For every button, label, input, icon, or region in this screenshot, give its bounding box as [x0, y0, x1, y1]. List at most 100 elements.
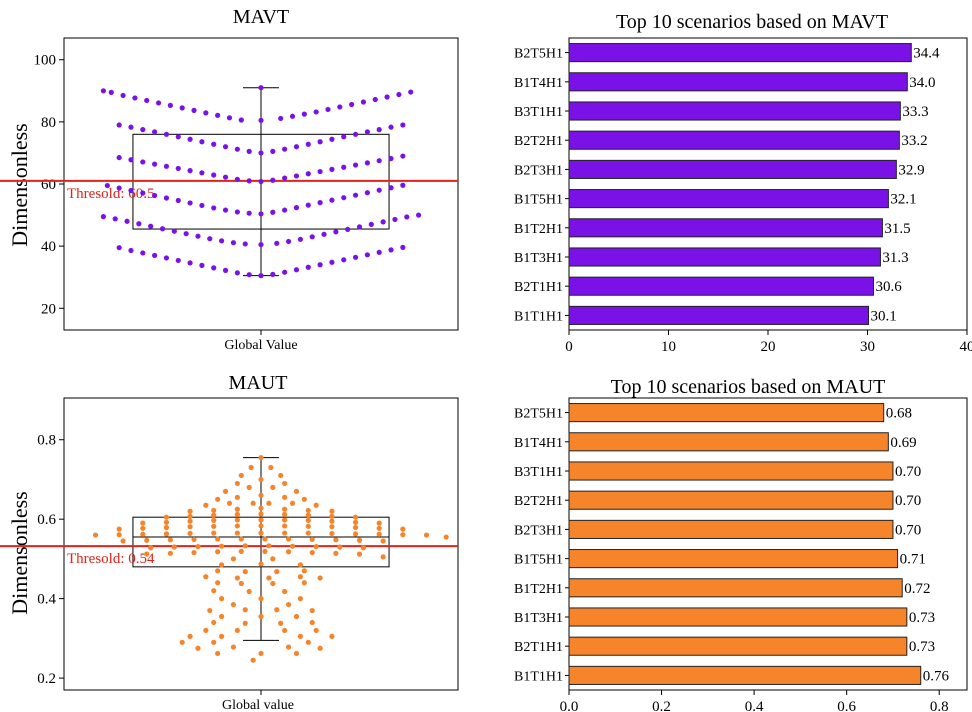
- maut-box-ytick-label: 0.8: [37, 433, 56, 449]
- mavt-box-data-point: [163, 131, 170, 137]
- maut-box-data-point: [329, 530, 335, 537]
- maut-box-data-point: [443, 534, 449, 540]
- maut-box-data-point: [258, 650, 264, 657]
- mavt-box-data-point: [270, 148, 276, 154]
- mavt-box-ytick-label: 60: [41, 177, 56, 193]
- mavt-box-data-point: [368, 221, 374, 227]
- mavt-box-data-point: [230, 240, 237, 246]
- maut-box-data-point: [297, 633, 303, 639]
- maut-box-data-point: [270, 484, 276, 490]
- mavt-bar-category-label: B1T3H1: [514, 251, 563, 266]
- mavt-box-data-point: [179, 105, 185, 111]
- maut-box-ytick-label: 0.4: [37, 592, 56, 608]
- maut-box-data-point: [234, 575, 240, 581]
- maut-bar-value-label: 0.72: [904, 581, 930, 597]
- mavt-box-data-point: [211, 265, 217, 271]
- maut-box-data-point: [333, 550, 339, 556]
- mavt-box-data-point: [309, 234, 315, 240]
- mavt-bar-bar: [568, 159, 897, 179]
- maut-box-data-point: [317, 575, 323, 581]
- maut-box-data-point: [163, 524, 170, 531]
- maut-box-data-point: [313, 543, 319, 550]
- mavt-box-data-point: [278, 115, 284, 122]
- maut-box-data-point: [262, 548, 268, 554]
- mavt-bar-category-label: B1T5H1: [514, 193, 563, 208]
- mavt-boxplot-title: MAVT: [233, 6, 289, 28]
- mavt-box-data-point: [222, 174, 229, 180]
- mavt-box-data-point: [140, 250, 146, 256]
- maut-box-data-point: [309, 607, 315, 614]
- mavt-box-data-point: [152, 129, 158, 135]
- maut-boxplot-xlabel: Global value: [222, 698, 294, 712]
- maut-box-data-point: [309, 536, 315, 543]
- maut-box-data-point: [262, 536, 268, 542]
- maut-box-data-point: [293, 488, 300, 494]
- maut-box-data-point: [258, 530, 264, 536]
- maut-box-data-point: [285, 549, 292, 555]
- mavt-box-data-point: [297, 236, 303, 242]
- mavt-bar-value-label: 34.4: [913, 46, 940, 62]
- maut-box-data-point: [238, 548, 244, 554]
- maut-box-data-point: [289, 543, 296, 549]
- maut-box-data-point: [242, 569, 248, 575]
- maut-bar-value-label: 0.69: [890, 435, 916, 451]
- mavt-box-data-point: [203, 110, 209, 116]
- maut-bar-xtick-label: 0.6: [837, 699, 856, 712]
- mavt-box-data-point: [215, 112, 221, 118]
- maut-box-data-point: [203, 627, 209, 634]
- mavt-box-data-point: [270, 271, 276, 277]
- maut-box-data-point: [230, 601, 237, 608]
- maut-box-data-point: [179, 639, 185, 645]
- mavt-box-data-point: [293, 144, 300, 150]
- mavt-box-data-point: [155, 100, 162, 106]
- maut-box-data-point: [313, 627, 319, 634]
- maut-box-data-point: [195, 543, 201, 550]
- mavt-box-data-point: [282, 175, 288, 181]
- mavt-box-data-point: [246, 272, 252, 278]
- mavt-box-data-point: [152, 192, 158, 199]
- maut-bar-value-label: 0.73: [909, 639, 935, 655]
- mavt-box-data-point: [234, 146, 240, 152]
- mavt-box-data-point: [400, 122, 406, 128]
- maut-box-data-point: [234, 523, 240, 529]
- maut-box-data-point: [258, 561, 264, 567]
- maut-box-data-point: [238, 472, 244, 479]
- mavt-box-data-point: [345, 226, 351, 232]
- mavt-box-data-point: [317, 200, 323, 206]
- maut-box-data-point: [285, 601, 292, 608]
- mavt-box-data-point: [258, 211, 264, 217]
- maut-box-data-point: [376, 525, 382, 531]
- mavt-box-data-point: [116, 122, 122, 128]
- maut-boxplot-panel: MAUT Dimensonless Global value 0.2 0.4 0.6…: [0, 372, 459, 712]
- maut-box-data-point: [187, 508, 193, 514]
- maut-bar-category-label: B2T3H1: [514, 523, 563, 538]
- maut-bar-category-label: B1T5H1: [514, 553, 563, 568]
- mavt-box-data-point: [305, 264, 311, 270]
- mavt-box-data-point: [187, 136, 193, 142]
- maut-box-data-point: [309, 549, 315, 556]
- maut-box-data-point: [285, 644, 292, 650]
- mavt-box-ytick-label: 40: [41, 239, 56, 255]
- maut-box-ytick-label: 0.2: [37, 671, 56, 687]
- mavt-box-data-point: [341, 257, 347, 263]
- maut-box-data-point: [352, 524, 359, 531]
- maut-bar-category-label: B1T1H1: [514, 669, 563, 684]
- maut-box-data-point: [270, 580, 276, 587]
- maut-box-data-point: [282, 530, 288, 536]
- mavt-bar-value-label: 34.0: [909, 75, 935, 91]
- mavt-bar-bar: [568, 189, 889, 209]
- mavt-box-data-point: [222, 207, 229, 213]
- maut-bar-category-label: B3T1H1: [514, 465, 563, 480]
- mavt-box-data-point: [329, 197, 335, 203]
- maut-box-data-point: [352, 514, 359, 520]
- maut-box-data-point: [380, 538, 386, 544]
- mavt-box-data-point: [120, 92, 126, 99]
- mavt-box-data-point: [341, 195, 347, 201]
- mavt-box-data-point: [293, 173, 300, 179]
- mavt-box-data-point: [258, 85, 264, 91]
- mavt-box-data-point: [372, 96, 378, 103]
- mavt-box-data-point: [222, 144, 229, 150]
- maut-box-data-point: [258, 492, 264, 498]
- maut-box-data-point: [258, 517, 264, 523]
- mavt-box-data-point: [364, 252, 370, 258]
